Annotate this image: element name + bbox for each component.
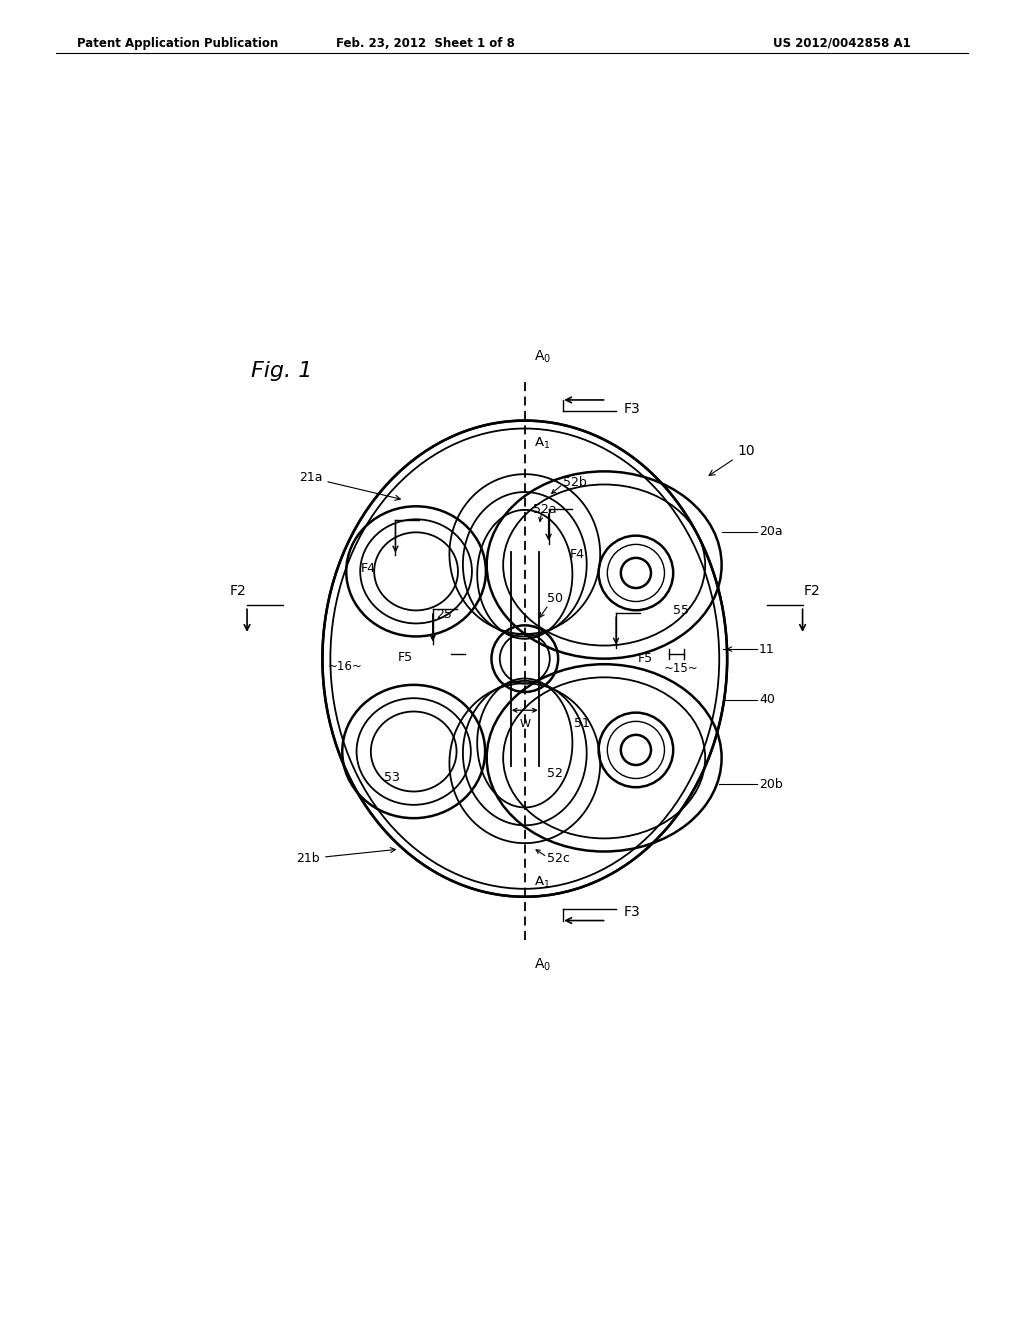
- Text: 52a: 52a: [532, 503, 556, 516]
- Text: 25: 25: [436, 607, 452, 620]
- Text: 20a: 20a: [759, 525, 782, 539]
- Text: 21b: 21b: [296, 847, 395, 865]
- Text: 52b: 52b: [563, 477, 587, 488]
- Text: 11: 11: [759, 643, 775, 656]
- Text: F5: F5: [638, 652, 652, 665]
- Text: 40: 40: [759, 693, 775, 706]
- Text: F4: F4: [361, 562, 376, 574]
- Text: 55: 55: [673, 605, 689, 618]
- Text: Patent Application Publication: Patent Application Publication: [77, 37, 279, 50]
- Text: A$_1$: A$_1$: [535, 436, 551, 450]
- Text: F2: F2: [804, 585, 820, 598]
- Text: A$_1$: A$_1$: [535, 875, 551, 890]
- Text: 53: 53: [384, 771, 399, 784]
- Text: W: W: [519, 719, 530, 729]
- Text: ~16~: ~16~: [328, 660, 362, 673]
- Text: 10: 10: [709, 444, 755, 475]
- Text: ~15~: ~15~: [664, 661, 698, 675]
- Text: 51: 51: [574, 717, 590, 730]
- Text: 52c: 52c: [547, 853, 570, 865]
- Text: 52: 52: [547, 767, 563, 780]
- Text: US 2012/0042858 A1: US 2012/0042858 A1: [773, 37, 911, 50]
- Text: Fig. 1: Fig. 1: [251, 362, 312, 381]
- Text: F3: F3: [624, 401, 641, 416]
- Text: 50: 50: [547, 591, 563, 605]
- Text: 21a: 21a: [299, 471, 400, 500]
- Text: F4: F4: [570, 548, 585, 561]
- Text: F3: F3: [624, 904, 641, 919]
- Text: A$_0$: A$_0$: [535, 348, 552, 366]
- Text: 20b: 20b: [759, 777, 782, 791]
- Text: F2: F2: [229, 585, 246, 598]
- Text: Feb. 23, 2012  Sheet 1 of 8: Feb. 23, 2012 Sheet 1 of 8: [336, 37, 514, 50]
- Text: F5: F5: [398, 651, 414, 664]
- Text: A$_0$: A$_0$: [535, 956, 552, 973]
